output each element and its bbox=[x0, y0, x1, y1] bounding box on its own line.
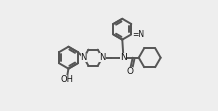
Text: =N: =N bbox=[132, 30, 144, 39]
Text: N: N bbox=[81, 53, 87, 62]
Text: N: N bbox=[120, 53, 127, 62]
Text: N: N bbox=[99, 53, 106, 62]
Text: O: O bbox=[126, 67, 133, 76]
Text: OH: OH bbox=[61, 75, 74, 84]
